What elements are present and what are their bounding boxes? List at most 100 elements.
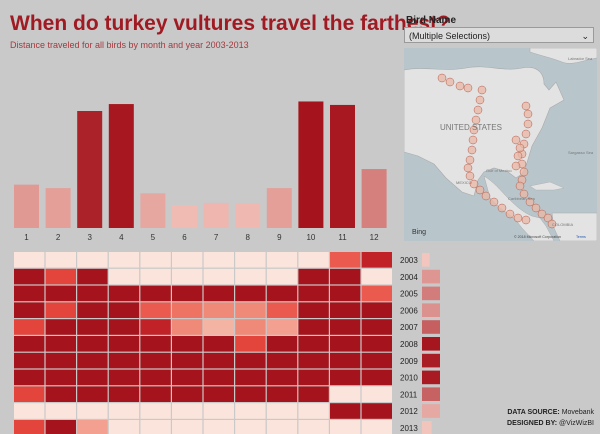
- bird-location-point[interactable]: [521, 215, 531, 225]
- heatmap-cell[interactable]: [203, 268, 234, 285]
- heatmap-cell[interactable]: [45, 403, 76, 419]
- map-terms-link[interactable]: Terms: [576, 235, 586, 239]
- heatmap-cell[interactable]: [108, 336, 140, 352]
- heatmap-cell[interactable]: [108, 386, 140, 402]
- heatmap-cell[interactable]: [330, 369, 361, 386]
- bird-location-point[interactable]: [471, 115, 481, 125]
- year-total-bar-2004[interactable]: [422, 269, 440, 284]
- heatmap-cell[interactable]: [361, 386, 392, 402]
- heatmap-cell[interactable]: [140, 369, 171, 386]
- heatmap-cell[interactable]: [140, 386, 171, 402]
- month-bar-1[interactable]: [14, 184, 39, 228]
- bird-location-point[interactable]: [455, 81, 465, 91]
- month-bar-7[interactable]: [203, 202, 229, 228]
- year-total-bar-2012[interactable]: [422, 404, 440, 418]
- bird-location-point[interactable]: [543, 213, 553, 223]
- bird-location-point[interactable]: [513, 151, 523, 161]
- heatmap-cell[interactable]: [235, 252, 266, 268]
- year-total-bar-2009[interactable]: [422, 353, 440, 368]
- heatmap-cell[interactable]: [140, 268, 171, 285]
- bird-location-point[interactable]: [523, 119, 533, 129]
- bird-location-point[interactable]: [547, 219, 557, 229]
- heatmap-cell[interactable]: [45, 386, 76, 402]
- heatmap-cell[interactable]: [203, 336, 234, 352]
- migration-map[interactable]: UNITED STATES MEXICO Gulf of Mexico Cari…: [404, 48, 597, 241]
- year-total-bar-2003[interactable]: [422, 253, 430, 267]
- heatmap-cell[interactable]: [108, 252, 140, 268]
- heatmap-cell[interactable]: [172, 403, 203, 419]
- heatmap-cell[interactable]: [14, 386, 45, 402]
- heatmap-cell[interactable]: [361, 285, 392, 302]
- heatmap-cell[interactable]: [45, 252, 76, 268]
- bird-location-point[interactable]: [467, 145, 477, 155]
- heatmap-cell[interactable]: [172, 386, 203, 402]
- heatmap-cell[interactable]: [77, 352, 108, 369]
- heatmap-cell[interactable]: [108, 352, 140, 369]
- heatmap-cell[interactable]: [77, 252, 108, 268]
- heatmap-cell[interactable]: [266, 285, 298, 302]
- heatmap-cell[interactable]: [140, 336, 171, 352]
- heatmap-cell[interactable]: [266, 252, 298, 268]
- heatmap-cell[interactable]: [235, 302, 266, 318]
- heatmap-cell[interactable]: [77, 403, 108, 419]
- month-bar-12[interactable]: [361, 169, 387, 228]
- heatmap-cell[interactable]: [330, 403, 361, 419]
- heatmap-cell[interactable]: [361, 336, 392, 352]
- heatmap-cell[interactable]: [298, 302, 329, 318]
- bird-location-point[interactable]: [437, 73, 447, 83]
- heatmap-cell[interactable]: [330, 268, 361, 285]
- heatmap-cell[interactable]: [298, 420, 329, 434]
- heatmap-cell[interactable]: [140, 252, 171, 268]
- heatmap-cell[interactable]: [108, 369, 140, 386]
- heatmap-cell[interactable]: [235, 403, 266, 419]
- heatmap-cell[interactable]: [266, 319, 298, 335]
- heatmap-cell[interactable]: [235, 268, 266, 285]
- heatmap-cell[interactable]: [14, 403, 45, 419]
- heatmap-cell[interactable]: [108, 319, 140, 335]
- month-bar-10[interactable]: [298, 101, 324, 228]
- heatmap-cell[interactable]: [330, 386, 361, 402]
- heatmap-cell[interactable]: [266, 369, 298, 386]
- heatmap-cell[interactable]: [266, 302, 298, 318]
- bird-location-point[interactable]: [521, 129, 531, 139]
- heatmap-cell[interactable]: [361, 369, 392, 386]
- heatmap-cell[interactable]: [203, 420, 234, 434]
- heatmap-cell[interactable]: [14, 319, 45, 335]
- heatmap-cell[interactable]: [140, 319, 171, 335]
- heatmap-cell[interactable]: [45, 319, 76, 335]
- heatmap-cell[interactable]: [330, 352, 361, 369]
- heatmap-cell[interactable]: [14, 252, 45, 268]
- heatmap-cell[interactable]: [330, 420, 361, 434]
- heatmap-cell[interactable]: [298, 369, 329, 386]
- heatmap-cell[interactable]: [361, 403, 392, 419]
- heatmap-cell[interactable]: [108, 302, 140, 318]
- heatmap-cell[interactable]: [14, 302, 45, 318]
- heatmap-cell[interactable]: [172, 369, 203, 386]
- year-total-bar-2005[interactable]: [422, 286, 440, 301]
- heatmap-cell[interactable]: [361, 319, 392, 335]
- heatmap-cell[interactable]: [235, 352, 266, 369]
- heatmap-cell[interactable]: [45, 352, 76, 369]
- heatmap-cell[interactable]: [77, 369, 108, 386]
- month-bar-3[interactable]: [77, 111, 103, 228]
- heatmap-cell[interactable]: [298, 252, 329, 268]
- heatmap-cell[interactable]: [203, 302, 234, 318]
- heatmap-cell[interactable]: [330, 319, 361, 335]
- year-total-bar-2008[interactable]: [422, 337, 440, 351]
- heatmap-cell[interactable]: [235, 369, 266, 386]
- heatmap-cell[interactable]: [45, 420, 76, 434]
- bird-location-point[interactable]: [521, 101, 531, 111]
- heatmap-cell[interactable]: [203, 403, 234, 419]
- year-total-bar-2010[interactable]: [422, 370, 440, 385]
- year-total-bar-2013[interactable]: [422, 421, 432, 434]
- heatmap-cell[interactable]: [266, 420, 298, 434]
- bird-location-point[interactable]: [475, 95, 485, 105]
- month-bar-8[interactable]: [235, 203, 261, 228]
- heatmap-cell[interactable]: [203, 285, 234, 302]
- month-bar-4[interactable]: [108, 104, 134, 228]
- bird-location-point[interactable]: [465, 155, 475, 165]
- heatmap-cell[interactable]: [172, 420, 203, 434]
- heatmap-cell[interactable]: [298, 386, 329, 402]
- bird-name-dropdown[interactable]: (Multiple Selections) ⌄: [404, 27, 594, 43]
- month-bar-9[interactable]: [266, 188, 292, 228]
